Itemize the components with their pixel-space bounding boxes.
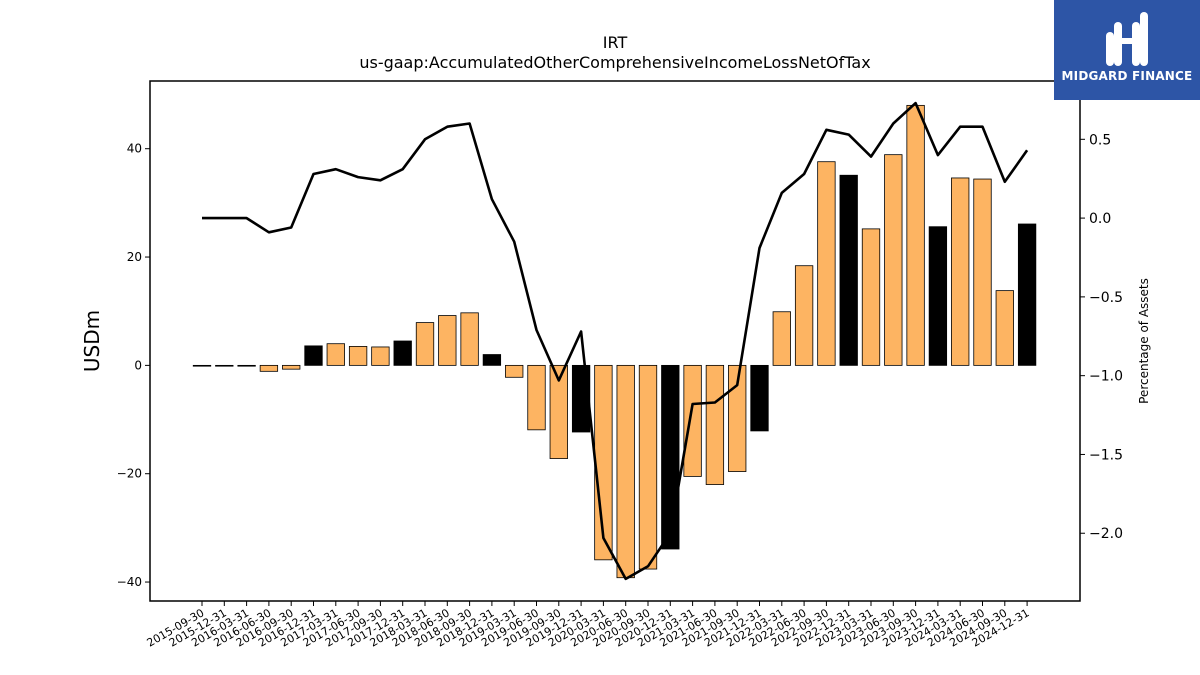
- bar-2022-09-30: [817, 161, 836, 366]
- bar-2024-03-31: [951, 177, 970, 366]
- bar-2023-03-31: [861, 228, 881, 366]
- y2-tick-label: −1.0: [1089, 369, 1123, 385]
- bar-2023-12-31: [928, 226, 948, 366]
- bar-2019-09-30: [549, 364, 568, 459]
- bar-2020-12-31: [661, 364, 680, 550]
- y2-axis-label: Percentage of Assets: [1137, 278, 1151, 404]
- bar-2019-03-31: [505, 364, 524, 378]
- y-axis-left: −40 −20 0 20 40: [117, 142, 150, 589]
- y2-tick-label: 0.5: [1089, 132, 1111, 148]
- bar-2024-09-30: [995, 290, 1014, 366]
- bar-2017-03-31: [326, 343, 345, 366]
- y2-tick-label: −0.5: [1089, 290, 1123, 306]
- bar-2021-06-30: [705, 364, 725, 485]
- bar-2018-06-30: [438, 315, 457, 366]
- percentage-of-assets-line: [202, 101, 1029, 581]
- bar-2015-12-31: [215, 364, 234, 367]
- y2-tick-label: −2.0: [1089, 526, 1123, 542]
- bar-2020-09-30: [638, 364, 658, 570]
- bar-2021-12-31: [750, 364, 769, 432]
- bar-2023-09-30: [906, 104, 925, 366]
- bar-2019-06-30: [527, 364, 546, 431]
- y-tick-label: 40: [127, 142, 142, 156]
- y-axis-right: −2.0 −1.5 −1.0 −0.5 0.0 0.5: [1080, 132, 1123, 542]
- midgard-finance-logo: MIDGARD FINANCE: [1054, 0, 1200, 100]
- y-tick-label: 20: [127, 250, 142, 264]
- chart-title: IRT: [603, 33, 628, 52]
- y-tick-label: −40: [117, 575, 142, 589]
- bar-2024-12-31: [1017, 223, 1037, 366]
- bar-2021-03-31: [683, 364, 702, 477]
- y2-tick-label: −1.5: [1089, 447, 1123, 463]
- bar-2018-09-30: [460, 312, 479, 366]
- chart-subtitle: us-gaap:AccumulatedOtherComprehensiveInc…: [359, 53, 870, 72]
- bar-2023-06-30: [884, 154, 903, 366]
- bar-2017-09-30: [371, 346, 390, 366]
- midgard-logo-icon: [1106, 12, 1148, 66]
- bar-2022-03-31: [772, 311, 791, 366]
- bar-2018-03-31: [415, 322, 435, 366]
- bar-2021-09-30: [728, 364, 747, 472]
- logo-text: MIDGARD FINANCE: [1061, 69, 1193, 83]
- bar-2024-06-30: [973, 178, 992, 366]
- bar-2022-06-30: [794, 265, 814, 366]
- bar-2016-03-31: [237, 364, 256, 367]
- bar-2017-06-30: [348, 346, 368, 366]
- bars-layer: [192, 104, 1037, 579]
- bar-2018-12-31: [482, 354, 502, 366]
- bar-2016-06-30: [259, 364, 279, 372]
- line-layer: [202, 101, 1029, 581]
- bar-2017-12-31: [393, 340, 412, 366]
- bar-2016-09-30: [282, 364, 301, 370]
- x-axis: 2015-09-302015-12-312016-03-312016-06-30…: [145, 601, 1032, 650]
- y-tick-label: −20: [117, 467, 142, 481]
- bar-2015-09-30: [192, 364, 212, 367]
- bar-2016-12-31: [304, 345, 323, 366]
- plot-frame: [149, 80, 1081, 602]
- y-axis-label: USDm: [80, 310, 104, 372]
- y2-tick-label: 0.0: [1089, 211, 1111, 227]
- bar-2020-06-30: [616, 364, 635, 579]
- y-tick-label: 0: [134, 358, 142, 372]
- bar-2022-12-31: [839, 174, 858, 366]
